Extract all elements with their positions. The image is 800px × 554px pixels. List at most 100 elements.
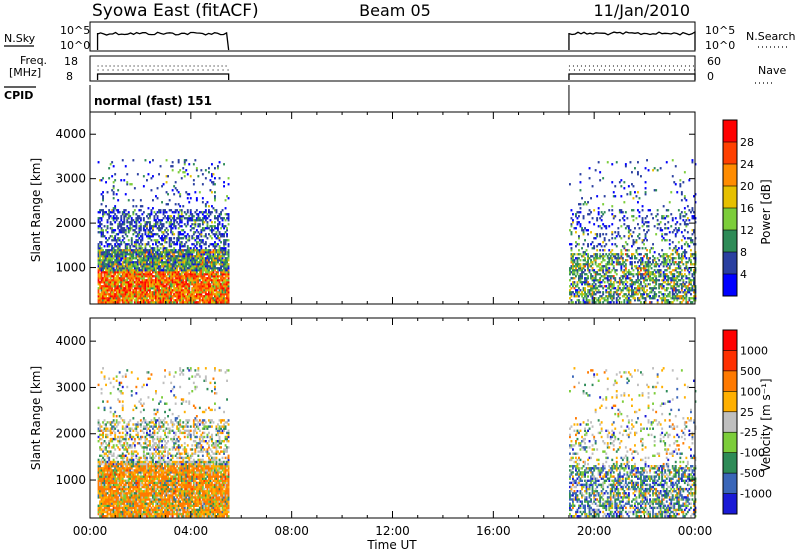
heatmap-cell-600 xyxy=(121,253,124,256)
heatmap-cell-1753 xyxy=(170,239,173,242)
heatmap-cell-4060 xyxy=(641,263,644,266)
heatmap-cell-2680 xyxy=(209,279,212,282)
heatmap-cell-1183 xyxy=(146,215,148,218)
heatmap-cell-4071 xyxy=(641,209,644,212)
heatmap-cell-3080 xyxy=(226,263,228,266)
heatmap-cell-2063 xyxy=(183,293,186,296)
freq-label-line1: Freq. xyxy=(20,54,47,67)
heatmap-cell-1096 xyxy=(142,273,145,276)
heatmap-cell-1253 xyxy=(149,225,151,228)
heatmap-cell-4275 xyxy=(659,255,662,258)
heatmap-cell-1263 xyxy=(150,295,153,298)
heatmap-cell-3186 xyxy=(572,221,574,224)
heatmap-cell-4458 xyxy=(674,291,677,294)
heatmap-cell-4691 xyxy=(691,255,694,258)
heatmap-cell-82 xyxy=(100,277,103,280)
heatmap-cell-3053 xyxy=(224,243,227,246)
heatmap-cell-294 xyxy=(109,275,112,278)
heatmap-cell-3245 xyxy=(578,291,580,294)
heatmap-cell-4233 xyxy=(655,265,658,268)
heatmap-cell-1034 xyxy=(139,247,142,250)
heatmap-cell-838 xyxy=(132,291,135,294)
heatmap-cell-1120 xyxy=(144,293,147,296)
heatmap-cell-4669 xyxy=(690,279,692,282)
heatmap-cell-0 xyxy=(97,512,100,516)
heatmap-cell-4323 xyxy=(664,293,667,296)
heatmap-cell-3641 xyxy=(608,269,611,272)
heatmap-cell-829 xyxy=(130,227,133,230)
heatmap-cell-1486 xyxy=(159,275,162,278)
heatmap-cell-3083 xyxy=(226,257,228,260)
heatmap-cell-84 xyxy=(100,481,103,485)
heatmap-cell-901 xyxy=(135,293,138,296)
heatmap-cell-2193 xyxy=(188,251,191,254)
heatmap-cell-1322 xyxy=(152,243,154,246)
heatmap-cell-244 xyxy=(106,213,109,216)
heatmap-cell-3222 xyxy=(576,293,579,296)
heatmap-cell-2566 xyxy=(204,293,207,296)
heatmap-cell-962 xyxy=(136,249,139,252)
heatmap-cell-2134 xyxy=(186,295,189,298)
heatmap-cell-760 xyxy=(127,213,130,216)
heatmap-cell-4025 xyxy=(638,253,641,256)
heatmap-cell-101 xyxy=(100,429,103,432)
heatmap-cell-174 xyxy=(103,235,106,238)
heatmap-cell-736 xyxy=(127,285,130,288)
heatmap-cell-2197 xyxy=(188,237,191,240)
heatmap-cell-1785 xyxy=(171,255,174,258)
heatmap-cell-2070 xyxy=(183,277,186,280)
heatmap-cell-3951 xyxy=(632,219,635,222)
heatmap-cell-651 xyxy=(123,179,126,182)
heatmap-cell-64 xyxy=(99,225,101,228)
heatmap-cell-4265 xyxy=(658,223,661,226)
heatmap-cell-2966 xyxy=(221,279,224,282)
heatmap-cell-2244 xyxy=(191,289,194,292)
heatmap-cell-1761 xyxy=(170,219,173,222)
heatmap-cell-2346 xyxy=(195,297,198,300)
heatmap-cell-858 xyxy=(132,233,135,236)
heatmap-cell-3268 xyxy=(579,279,582,282)
heatmap-cell-1635 xyxy=(165,259,168,262)
heatmap-cell-783 xyxy=(129,261,132,264)
heatmap-cell-3872 xyxy=(626,225,629,228)
heatmap-cell-3031 xyxy=(224,291,227,294)
heatmap-cell-782 xyxy=(129,263,132,266)
heatmap-cell-4553 xyxy=(680,255,683,258)
heatmap-cell-4603 xyxy=(683,171,686,174)
heatmap-cell-2975 xyxy=(221,259,224,262)
heatmap-cell-4029 xyxy=(638,227,641,230)
heatmap-cell-1476 xyxy=(159,297,162,300)
heatmap-cell-2167 xyxy=(186,193,189,196)
heatmap-cell-3319 xyxy=(582,231,585,234)
heatmap-cell-4724 xyxy=(693,211,695,214)
heatmap-cell-3163 xyxy=(570,233,573,236)
heatmap-cell-684 xyxy=(124,215,127,218)
heatmap-cell-4260 xyxy=(658,271,661,274)
heatmap-cell-3918 xyxy=(631,285,633,288)
heatmap-cell-2992 xyxy=(223,295,225,298)
heatmap-cell-1002 xyxy=(138,229,141,232)
heatmap-cell-1779 xyxy=(171,267,174,270)
heatmap-cell-3812 xyxy=(621,217,624,220)
heatmap-cell-2487 xyxy=(200,219,203,222)
heatmap-cell-253 xyxy=(108,285,111,288)
heatmap-cell-4363 xyxy=(667,299,670,302)
heatmap-cell-1762 xyxy=(170,215,173,218)
heatmap-cell-2505 xyxy=(201,269,204,272)
heatmap-cell-1899 xyxy=(176,221,179,224)
heatmap-cell-3837 xyxy=(624,293,627,296)
heatmap-cell-1330 xyxy=(152,175,154,178)
heatmap-cell-947 xyxy=(136,281,139,284)
heatmap-cell-104 xyxy=(100,387,103,391)
heatmap-cell-4378 xyxy=(667,215,670,218)
heatmap-cell-2275 xyxy=(192,297,195,300)
heatmap-cell-762 xyxy=(127,199,130,202)
heatmap-cell-835 xyxy=(132,297,135,300)
heatmap-cell-213 xyxy=(106,293,109,296)
heatmap-cell-4706 xyxy=(693,291,695,294)
heatmap-cell-2907 xyxy=(218,253,221,256)
heatmap-cell-1610 xyxy=(164,235,166,238)
heatmap-cell-384 xyxy=(112,217,115,220)
heatmap-cell-2084 xyxy=(183,245,186,248)
heatmap-cell-703 xyxy=(126,273,129,276)
